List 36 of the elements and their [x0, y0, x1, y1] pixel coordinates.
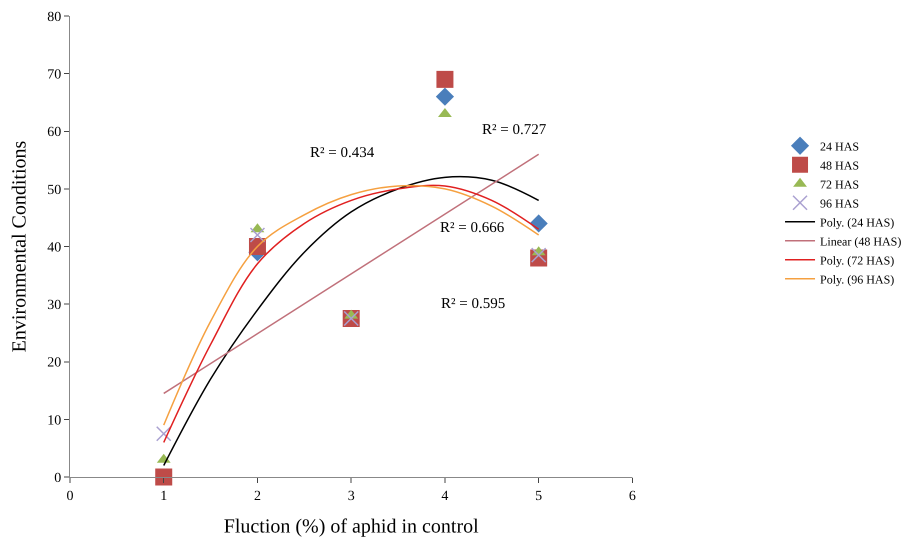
- point: [155, 468, 172, 486]
- point: [436, 88, 454, 106]
- annotation: R² = 0.727: [482, 122, 547, 138]
- x-tick-label: 6: [628, 488, 636, 504]
- legend-label: 48 HAS: [820, 158, 860, 172]
- legend-label: Linear (48 HAS): [820, 234, 902, 248]
- point: [250, 227, 266, 243]
- y-tick-label: 70: [47, 68, 62, 83]
- annotation: R² = 0.434: [310, 145, 375, 161]
- x-tick-label: 5: [535, 488, 542, 504]
- x-tick-label: 4: [441, 488, 448, 504]
- legend-label: 72 HAS: [820, 177, 860, 192]
- legend-label: Poly. (24 HAS): [820, 215, 894, 230]
- point: [530, 247, 546, 263]
- annotation: R² = 0.595: [441, 296, 506, 312]
- legend-label: 96 HAS: [820, 196, 860, 210]
- legend-label: Poly. (96 HAS): [820, 272, 894, 286]
- y-tick-label: 30: [47, 298, 62, 314]
- x-tick-label: 1: [160, 488, 168, 504]
- y-tick-label: 40: [47, 240, 62, 256]
- legend-label: 24 HAS: [820, 139, 860, 154]
- x-tick-label: 2: [254, 488, 261, 504]
- point: [156, 426, 172, 442]
- x-tick-label: 3: [348, 488, 355, 504]
- y-tick-label: 10: [47, 413, 62, 428]
- y-tick-label: 50: [47, 182, 62, 198]
- point: [436, 70, 454, 88]
- legend-label: Poly. (72 HAS): [820, 253, 894, 268]
- x-tick-label: 0: [66, 488, 74, 504]
- y-axis-title: Environmental Conditions: [8, 140, 31, 352]
- y-tick-label: 20: [47, 356, 62, 371]
- annotation: R² = 0.666: [440, 220, 505, 236]
- y-tick-label: 0: [54, 470, 62, 486]
- y-tick-label: 60: [47, 125, 62, 140]
- x-axis-title: Fluction (%) of aphid in control: [224, 515, 480, 538]
- y-tick-label: 80: [47, 10, 62, 25]
